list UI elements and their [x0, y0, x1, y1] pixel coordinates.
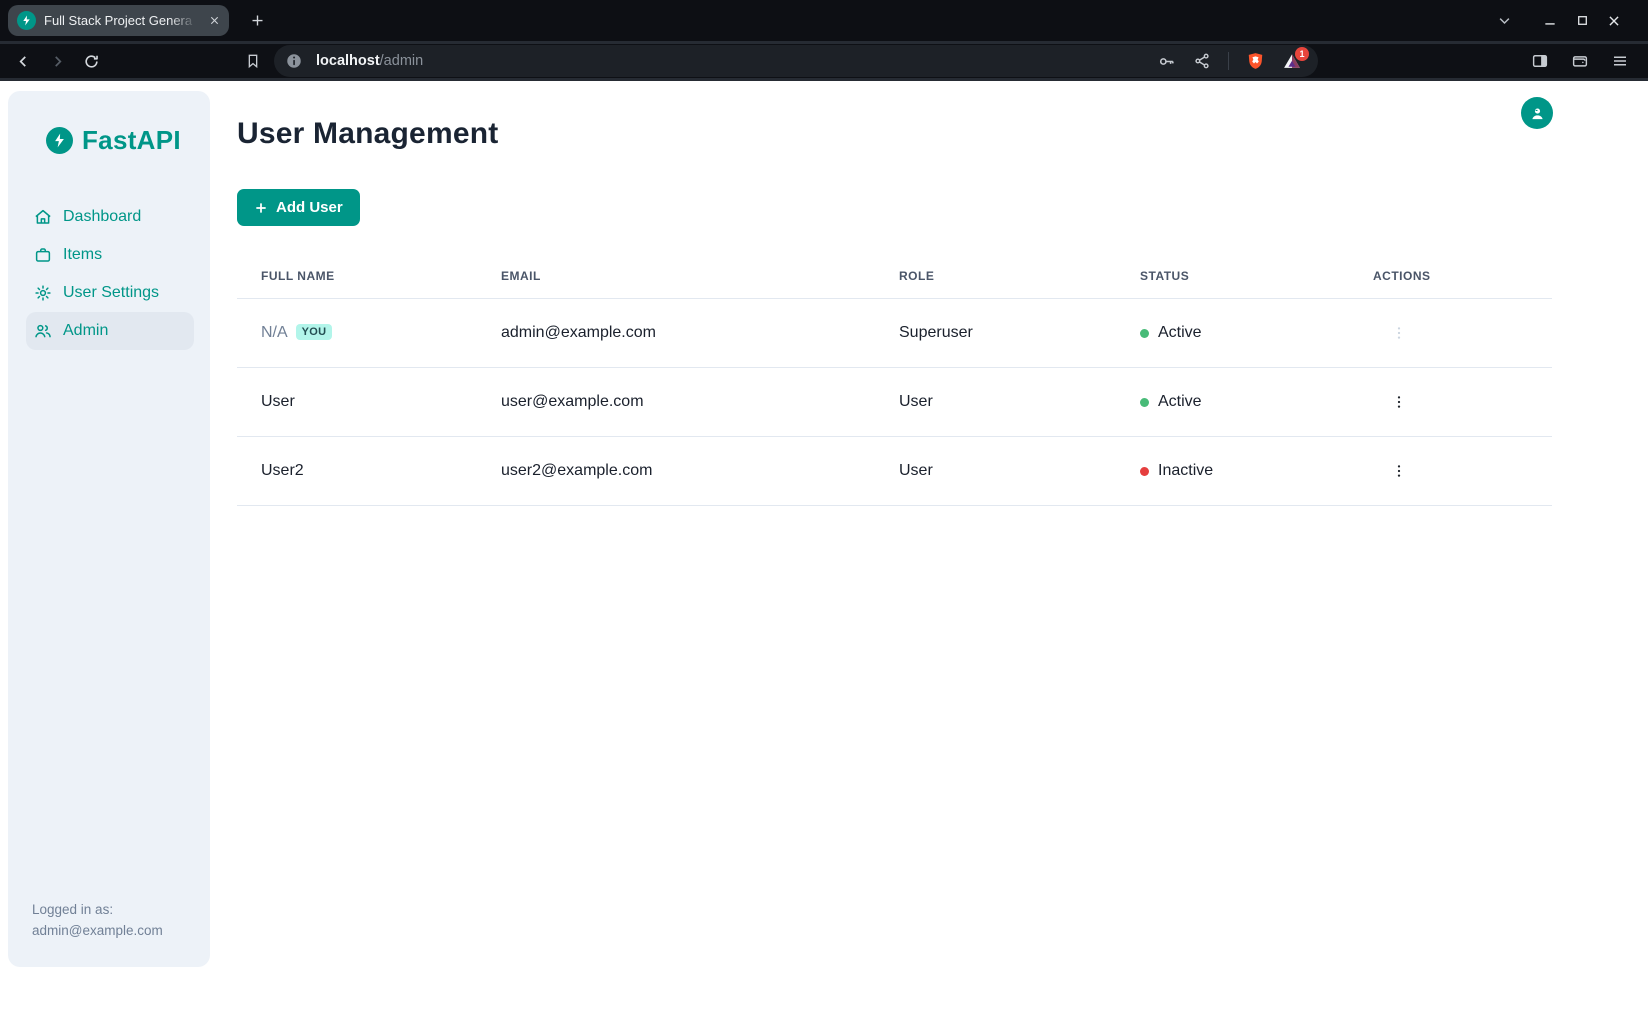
user-full-name: User [237, 367, 477, 437]
sidebar-item-items[interactable]: Items [26, 236, 194, 274]
tab-search-chevron-icon[interactable] [1488, 5, 1520, 37]
logged-in-email: admin@example.com [32, 923, 163, 939]
status-cell: Active [1140, 324, 1325, 342]
table-row: User2 user2@example.com User Inactive [237, 436, 1552, 506]
add-user-button[interactable]: Add User [237, 189, 360, 226]
sidebar: FastAPI Dashboard Items User Settings [8, 91, 210, 967]
row-actions-button[interactable] [1385, 390, 1413, 414]
user-email: user@example.com [477, 367, 875, 437]
status-dot [1140, 466, 1149, 476]
status-cell: Inactive [1140, 462, 1325, 480]
add-user-label: Add User [276, 199, 343, 216]
site-info-icon[interactable] [284, 51, 304, 71]
column-header-role: ROLE [875, 255, 1116, 299]
forward-icon[interactable] [42, 46, 72, 76]
user-role: User [875, 367, 1116, 437]
window-close-icon[interactable] [1598, 5, 1630, 37]
status-dot [1140, 397, 1149, 407]
page-title: User Management [237, 117, 499, 150]
logo-text: FastAPI [82, 125, 181, 155]
fastapi-logo: FastAPI [46, 125, 210, 156]
column-header-actions: ACTIONS [1349, 255, 1552, 299]
user-role: Superuser [875, 298, 1116, 368]
home-icon [34, 208, 52, 226]
bookmark-icon[interactable] [238, 46, 268, 76]
table-row: N/A YOU admin@example.com Superuser Activ… [237, 298, 1552, 368]
key-icon[interactable] [1157, 52, 1176, 71]
table-header-row: FULL NAME EMAIL ROLE STATUS ACTIONS [237, 255, 1552, 299]
fastapi-bolt-icon [46, 127, 73, 154]
side-panel-icon[interactable] [1526, 47, 1554, 75]
status-label: Inactive [1158, 462, 1214, 479]
fastapi-favicon-icon [17, 11, 36, 30]
gear-icon [34, 284, 52, 302]
logged-in-label: Logged in as: [32, 902, 114, 918]
status-dot [1140, 328, 1149, 338]
you-badge: YOU [295, 324, 333, 340]
row-actions-button[interactable] [1385, 321, 1413, 345]
new-tab-button[interactable] [242, 6, 272, 36]
brave-shield-icon[interactable] [1246, 51, 1265, 71]
table-row: User user@example.com User Active [237, 367, 1552, 437]
tab-close-icon[interactable] [205, 12, 223, 30]
logged-in-info: Logged in as: admin@example.com [8, 900, 210, 967]
user-avatar-button[interactable] [1521, 97, 1553, 129]
sidebar-item-admin[interactable]: Admin [26, 312, 194, 350]
sidebar-item-dashboard[interactable]: Dashboard [26, 198, 194, 236]
status-label: Active [1158, 393, 1202, 410]
window-controls [1488, 5, 1648, 37]
status-cell: Active [1140, 393, 1325, 411]
app-content: FastAPI Dashboard Items User Settings [0, 81, 1648, 1025]
reload-icon[interactable] [76, 46, 106, 76]
users-table: FULL NAME EMAIL ROLE STATUS ACTIONS N/A Y… [237, 255, 1552, 506]
toolbar-separator [1228, 52, 1229, 70]
user-email: admin@example.com [477, 298, 875, 368]
tab-bar: Full Stack Project Genera [0, 0, 1648, 41]
column-header-full-name: FULL NAME [237, 255, 477, 299]
url-actions: 1 [1157, 46, 1309, 71]
share-icon[interactable] [1193, 52, 1211, 70]
window-maximize-icon[interactable] [1566, 5, 1598, 37]
row-actions-button[interactable] [1385, 459, 1413, 483]
rewards-count-badge: 1 [1295, 46, 1309, 61]
user-role: User [875, 436, 1116, 506]
column-header-email: EMAIL [477, 255, 875, 299]
user-full-name: N/A [261, 324, 288, 341]
sidebar-item-user-settings[interactable]: User Settings [26, 274, 194, 312]
column-header-status: STATUS [1116, 255, 1349, 299]
briefcase-icon [34, 246, 52, 264]
url-path: /admin [379, 53, 424, 69]
status-label: Active [1158, 324, 1202, 341]
sidebar-item-label: Items [63, 246, 103, 263]
url-text: localhost/admin [316, 53, 423, 69]
browser-toolbar: localhost/admin 1 [0, 41, 1648, 81]
sidebar-item-label: User Settings [63, 284, 160, 301]
back-icon[interactable] [8, 46, 38, 76]
sidebar-item-label: Dashboard [63, 208, 142, 225]
user-email: user2@example.com [477, 436, 875, 506]
browser-tab[interactable]: Full Stack Project Genera [8, 5, 229, 36]
url-bar[interactable]: localhost/admin 1 [274, 45, 1318, 77]
users-icon [34, 322, 52, 340]
brave-rewards-icon[interactable]: 1 [1282, 46, 1309, 71]
menu-icon[interactable] [1606, 47, 1634, 75]
window-minimize-icon[interactable] [1534, 5, 1566, 37]
tab-title: Full Stack Project Genera [44, 13, 193, 28]
wallet-icon[interactable] [1566, 47, 1594, 75]
main-panel: User Management Add User FULL NAME EMAIL… [237, 81, 1552, 506]
plus-icon [254, 201, 268, 215]
user-full-name: User2 [237, 436, 477, 506]
toolbar-right [1526, 47, 1648, 75]
sidebar-item-label: Admin [63, 322, 109, 339]
url-host: localhost [316, 53, 380, 69]
